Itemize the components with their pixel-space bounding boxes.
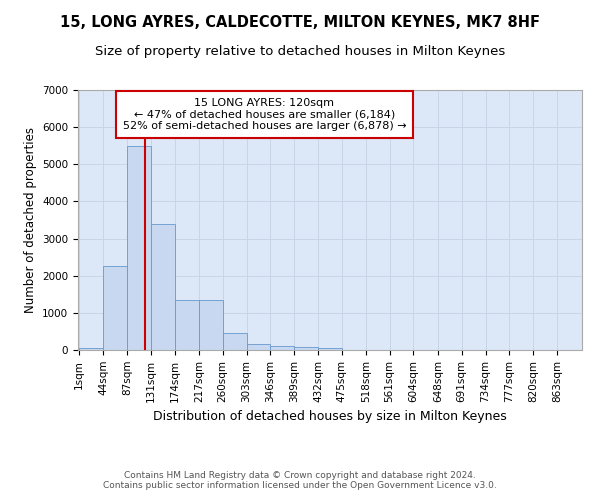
Bar	[223, 334, 247, 350]
Bar	[127, 146, 151, 350]
Bar	[318, 348, 342, 350]
Bar	[103, 266, 127, 350]
Text: 15, LONG AYRES, CALDECOTTE, MILTON KEYNES, MK7 8HF: 15, LONG AYRES, CALDECOTTE, MILTON KEYNE…	[60, 15, 540, 30]
Bar	[199, 300, 223, 350]
Text: Contains HM Land Registry data © Crown copyright and database right 2024.
Contai: Contains HM Land Registry data © Crown c…	[103, 470, 497, 490]
Text: Size of property relative to detached houses in Milton Keynes: Size of property relative to detached ho…	[95, 45, 505, 58]
Y-axis label: Number of detached properties: Number of detached properties	[23, 127, 37, 313]
X-axis label: Distribution of detached houses by size in Milton Keynes: Distribution of detached houses by size …	[153, 410, 507, 423]
Bar	[271, 346, 294, 350]
Bar	[151, 224, 175, 350]
Bar	[175, 300, 199, 350]
Bar	[79, 348, 103, 350]
Bar	[294, 347, 318, 350]
Bar	[247, 344, 271, 350]
Text: 15 LONG AYRES: 120sqm
← 47% of detached houses are smaller (6,184)
52% of semi-d: 15 LONG AYRES: 120sqm ← 47% of detached …	[122, 98, 406, 131]
